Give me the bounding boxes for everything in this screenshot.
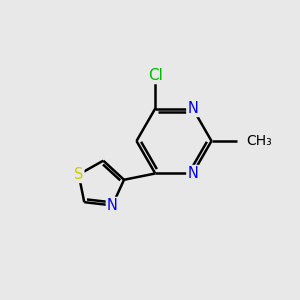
Text: N: N [107,198,118,213]
Text: S: S [74,167,83,182]
Text: N: N [187,101,198,116]
Text: N: N [187,166,198,181]
Text: CH₃: CH₃ [247,134,272,148]
Text: Cl: Cl [148,68,163,83]
